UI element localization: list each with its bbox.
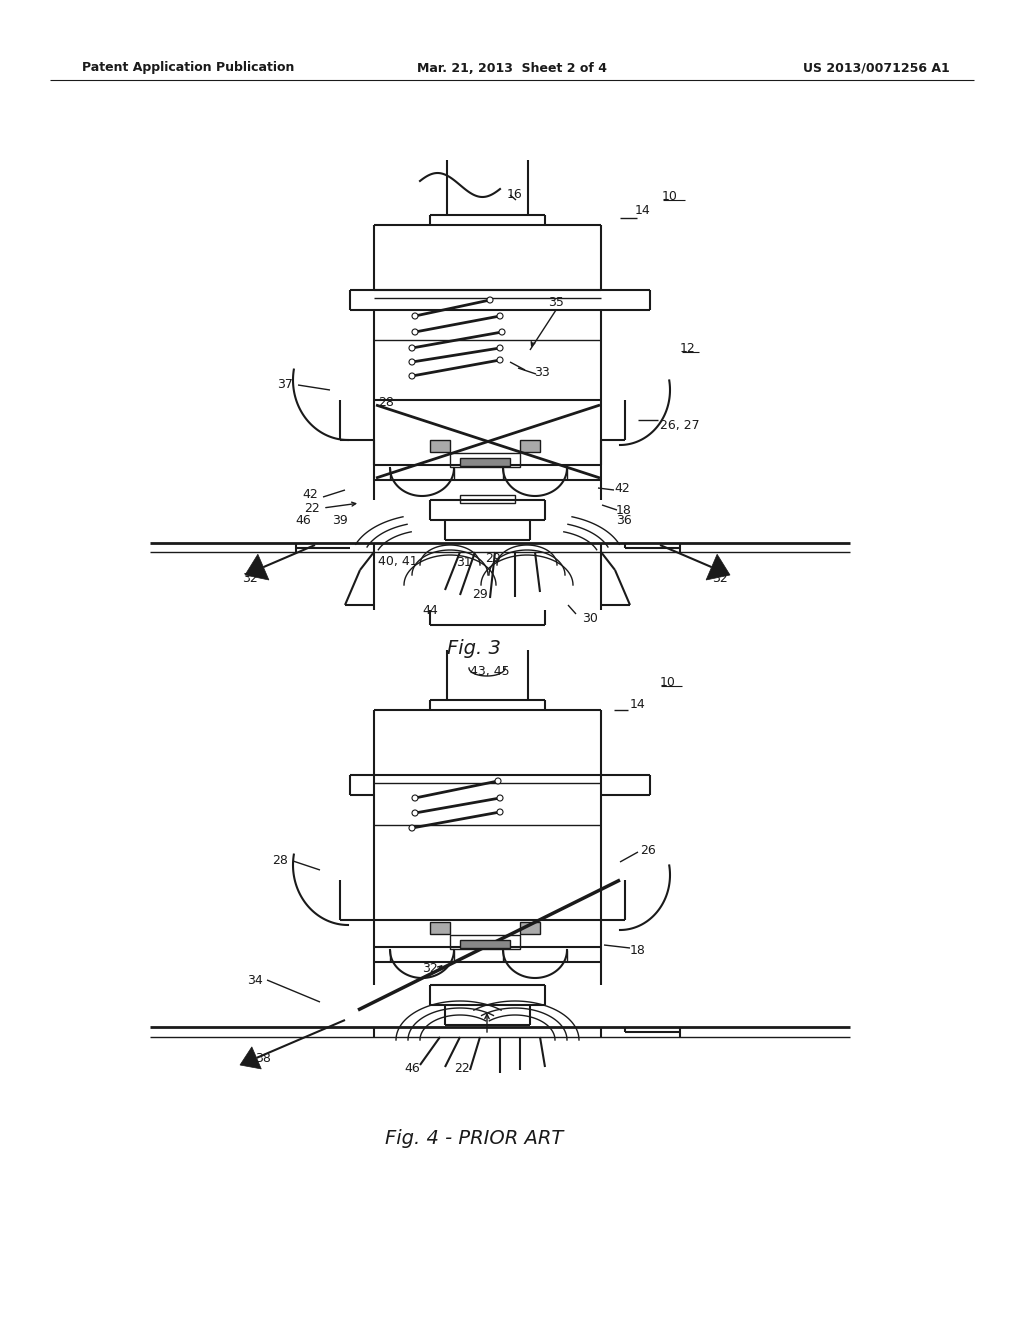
Circle shape <box>409 359 415 366</box>
Text: 30: 30 <box>582 611 598 624</box>
Circle shape <box>487 297 493 304</box>
Text: US 2013/0071256 A1: US 2013/0071256 A1 <box>803 62 950 74</box>
Circle shape <box>497 313 503 319</box>
Text: 22: 22 <box>454 1061 470 1074</box>
Circle shape <box>409 374 415 379</box>
Text: 34: 34 <box>247 974 263 986</box>
Text: 14: 14 <box>630 698 646 711</box>
Circle shape <box>412 329 418 335</box>
Text: 32: 32 <box>422 961 438 974</box>
Circle shape <box>412 810 418 816</box>
Polygon shape <box>240 1047 261 1069</box>
Bar <box>460 458 510 466</box>
Text: 18: 18 <box>630 944 646 957</box>
Circle shape <box>409 345 415 351</box>
Bar <box>520 440 540 451</box>
Text: 31: 31 <box>456 556 472 569</box>
Circle shape <box>412 795 418 801</box>
Text: 10: 10 <box>663 190 678 202</box>
Text: 22: 22 <box>304 502 319 515</box>
Bar <box>460 495 515 503</box>
Text: Fig. 4 - PRIOR ART: Fig. 4 - PRIOR ART <box>385 1129 563 1147</box>
Circle shape <box>497 345 503 351</box>
Circle shape <box>495 777 501 784</box>
Text: 32: 32 <box>242 572 258 585</box>
Polygon shape <box>707 554 730 579</box>
Circle shape <box>499 329 505 335</box>
Text: 29: 29 <box>485 552 501 565</box>
Text: 46: 46 <box>404 1061 420 1074</box>
Text: 29: 29 <box>472 589 487 602</box>
Text: 46: 46 <box>295 513 311 527</box>
Text: 42: 42 <box>302 488 317 502</box>
Text: 43, 45: 43, 45 <box>470 665 510 678</box>
Text: 39: 39 <box>332 513 348 527</box>
Text: Patent Application Publication: Patent Application Publication <box>82 62 294 74</box>
Text: 40, 41: 40, 41 <box>378 556 418 569</box>
Text: 42: 42 <box>614 482 630 495</box>
Text: 26, 27: 26, 27 <box>660 418 699 432</box>
Text: Fig. 3: Fig. 3 <box>447 639 501 657</box>
Text: 14: 14 <box>635 203 651 216</box>
Polygon shape <box>245 554 269 579</box>
Text: 26: 26 <box>640 843 656 857</box>
Bar <box>520 921 540 935</box>
Circle shape <box>412 313 418 319</box>
Circle shape <box>409 825 415 832</box>
Text: 44: 44 <box>422 603 438 616</box>
Text: 28: 28 <box>378 396 394 409</box>
Text: 28: 28 <box>272 854 288 866</box>
Text: 12: 12 <box>680 342 696 355</box>
Bar <box>430 921 450 935</box>
Text: 10: 10 <box>660 676 676 689</box>
Circle shape <box>497 795 503 801</box>
Text: 35: 35 <box>548 297 564 309</box>
Bar <box>460 940 510 948</box>
Text: 33: 33 <box>535 366 550 379</box>
Bar <box>450 453 520 467</box>
Text: 32: 32 <box>712 572 728 585</box>
Text: 37: 37 <box>278 379 293 392</box>
Text: 18: 18 <box>616 503 632 516</box>
Text: 38: 38 <box>255 1052 271 1064</box>
Circle shape <box>497 356 503 363</box>
Bar <box>430 440 450 451</box>
Bar <box>450 935 520 949</box>
Text: 16: 16 <box>507 189 523 202</box>
Text: 36: 36 <box>616 513 632 527</box>
Circle shape <box>497 809 503 814</box>
Text: Mar. 21, 2013  Sheet 2 of 4: Mar. 21, 2013 Sheet 2 of 4 <box>417 62 607 74</box>
